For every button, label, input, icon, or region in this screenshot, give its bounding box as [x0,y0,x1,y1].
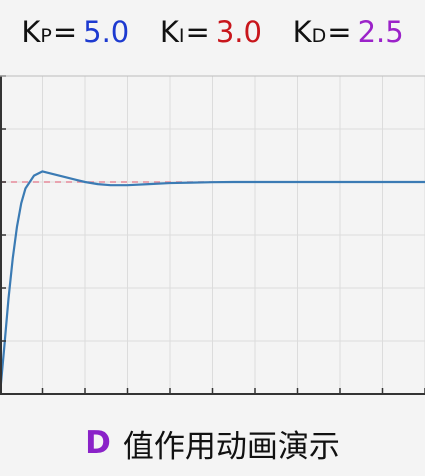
axes [0,75,425,395]
caption-text: 值作用动画演示 [122,428,340,465]
grid [0,75,425,395]
kd-subscript: D [311,25,327,47]
kd-parameter: K D = 2.5 [293,15,404,49]
ki-value: 3.0 [215,15,262,49]
kd-symbol: K [292,15,312,49]
ki-symbol: K [159,15,179,49]
caption-mode-letter: D [85,425,111,461]
kp-subscript: P [40,25,52,47]
kd-value: 2.5 [357,15,404,49]
ki-subscript: I [178,25,185,47]
kp-symbol: K [21,15,41,49]
kp-parameter: K P = 5.0 [21,15,129,49]
step-response-chart [0,75,425,395]
kp-equals: = [52,15,78,49]
response-series-line [0,170,425,395]
caption: D 值作用动画演示 [0,420,425,466]
ki-parameter: K I = 3.0 [160,15,262,49]
kp-value: 5.0 [83,15,130,49]
ki-equals: = [185,15,210,49]
kd-equals: = [327,15,352,49]
parameter-header: K P = 5.0 K I = 3.0 K D = 2.5 [0,0,425,64]
